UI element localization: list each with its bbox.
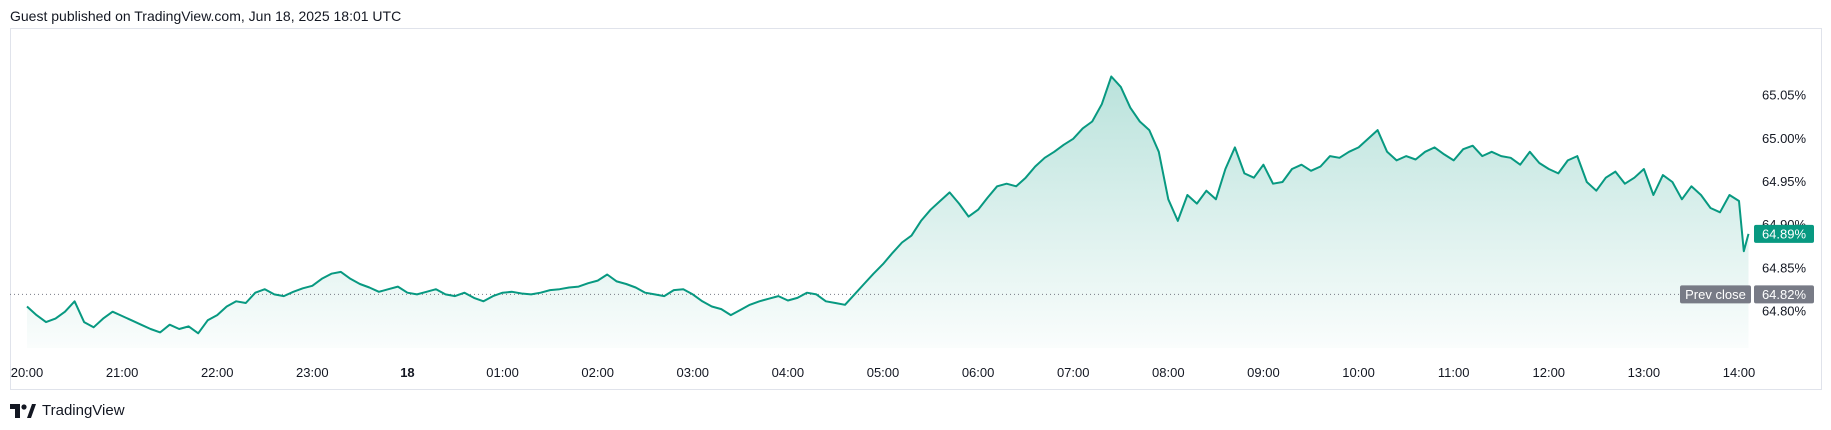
last-price-badge <box>1754 224 1814 243</box>
prev-close-badge <box>1754 285 1814 304</box>
footer: TradingView <box>10 402 125 419</box>
x-tick-label: 08:00 <box>1152 365 1185 380</box>
price-line <box>26 75 1750 335</box>
x-tick-label: 06:00 <box>962 365 995 380</box>
x-tick-label: 05:00 <box>867 365 900 380</box>
price-area <box>27 76 1749 348</box>
x-axis: 20:00 21:00 22:00 23:00 18 01:00 02:00 03:00 04:… <box>11 365 1756 380</box>
prev-close-value: 64.82% <box>1762 287 1807 302</box>
tradingview-logo-icon <box>10 403 36 418</box>
x-tick-label: 02:00 <box>581 365 614 380</box>
x-tick-label: 01:00 <box>486 365 519 380</box>
price-badges: 64.89% Prev close 64.82% <box>1680 224 1814 304</box>
x-tick-label: 20:00 <box>11 365 44 380</box>
x-tick-label: 13:00 <box>1628 365 1661 380</box>
y-axis: 64.80%64.85%64.90%64.95%65.00%65.05% <box>1762 88 1807 319</box>
x-tick-label: 22:00 <box>201 365 234 380</box>
y-tick-label: 64.85% <box>1762 260 1807 275</box>
x-tick-label: 21:00 <box>106 365 139 380</box>
chart-frame <box>10 28 1822 390</box>
publish-info: Guest published on TradingView.com, Jun … <box>10 8 402 24</box>
x-tick-label: 04:00 <box>772 365 805 380</box>
price-area-fill <box>27 76 1749 348</box>
y-tick-label: 64.95% <box>1762 174 1807 189</box>
x-tick-label: 10:00 <box>1342 365 1375 380</box>
x-tick-label: 11:00 <box>1438 365 1470 380</box>
prev-close-text: Prev close <box>1685 287 1746 302</box>
y-tick-label: 65.05% <box>1762 88 1807 103</box>
x-tick-label: 12:00 <box>1533 365 1566 380</box>
prev-close-tag <box>1680 285 1751 304</box>
y-tick-label: 64.80% <box>1762 304 1807 319</box>
brand-name: TradingView <box>42 402 125 419</box>
x-tick-label: 23:00 <box>296 365 329 380</box>
x-tick-label: 09:00 <box>1247 365 1280 380</box>
x-tick-label: 07:00 <box>1057 365 1090 380</box>
price-series-line <box>26 75 1750 335</box>
x-tick-label: 03:00 <box>677 365 710 380</box>
x-tick-label: 18 <box>400 365 414 380</box>
x-tick-label: 14:00 <box>1723 365 1756 380</box>
last-price-label: 64.89% <box>1762 226 1807 241</box>
y-tick-label: 65.00% <box>1762 131 1807 146</box>
